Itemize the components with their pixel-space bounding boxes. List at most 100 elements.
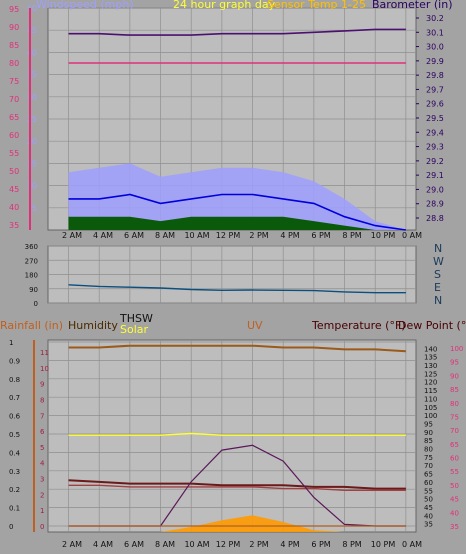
barometer-tick-label: 28.9 xyxy=(426,200,444,209)
dewpoint-tick-label: 80 xyxy=(450,400,459,408)
windspeed-tick-label: 35 xyxy=(27,71,37,80)
humidity-line xyxy=(68,344,406,353)
rainfall-tick-label: 0.3 xyxy=(9,468,20,476)
uv-tick-label: 4 xyxy=(40,460,45,468)
x-tick-label: 8 PM xyxy=(342,540,361,549)
sensor-temp-tick-label: 35 xyxy=(9,221,19,230)
direction-tick-label: 360 xyxy=(25,243,38,251)
temperature-tick-label: 120 xyxy=(424,379,437,387)
solar-line xyxy=(68,432,406,436)
uv-tick-label: 3 xyxy=(40,476,44,484)
dewpoint-tick-label: 95 xyxy=(450,359,459,367)
direction-tick-label: 90 xyxy=(29,286,38,294)
temperature-tick-label: 80 xyxy=(424,446,433,454)
temperature-tick-label: 85 xyxy=(424,437,433,445)
dewpoint-tick-label: 35 xyxy=(450,523,459,531)
barometer-tick-label: 29.0 xyxy=(426,185,444,194)
barometer-tick-label: 30.1 xyxy=(426,28,444,37)
series-area xyxy=(68,216,406,230)
barometer-tick-label: 30.0 xyxy=(426,43,444,52)
sensor-temp-tick-label: 95 xyxy=(9,5,19,14)
temperature-tick-label: 115 xyxy=(424,387,437,395)
temperature-axis-title: Temperature (°F) xyxy=(311,319,406,332)
axes: 5101520253035404550354045505560657075808… xyxy=(9,4,463,532)
rainfall-tick-label: 0.1 xyxy=(9,505,20,513)
x-tick-label: 6 PM xyxy=(311,231,330,240)
x-tick-label: 4 PM xyxy=(280,540,299,549)
barometer-axis-title: Barometer (in) xyxy=(372,0,453,11)
barometer-tick-label: 29.4 xyxy=(426,128,444,137)
x-tick-label: 8 AM xyxy=(155,540,175,549)
x-tick-label: 8 PM xyxy=(342,231,361,240)
compass-label: N xyxy=(434,294,442,307)
sensor-temp-tick-label: 40 xyxy=(9,203,19,212)
x-tick-label: 8 AM xyxy=(155,231,175,240)
sensor-temp-title: Sensor Temp 1-25 xyxy=(267,0,366,11)
uv-tick-label: 0 xyxy=(40,523,44,531)
sensor-temp-tick-label: 70 xyxy=(9,95,19,104)
windspeed-tick-label: 40 xyxy=(27,48,37,57)
temperature-tick-label: 90 xyxy=(424,429,433,437)
windspeed-axis-title: Windspeed (mph) xyxy=(36,0,134,11)
barometer-tick-label: 30.2 xyxy=(426,14,444,23)
x-tick-label: 4 AM xyxy=(93,540,113,549)
windspeed-tick-label: 15 xyxy=(27,159,37,168)
dewpoint-tick-label: 40 xyxy=(450,509,459,517)
compass-label: E xyxy=(434,281,441,294)
series-area xyxy=(68,163,406,230)
uv-tick-label: 6 xyxy=(40,428,45,436)
temperature-tick-label: 50 xyxy=(424,496,433,504)
temperature-tick-label: 95 xyxy=(424,420,433,428)
compass-label: S xyxy=(434,268,441,281)
uv-axis-title: UV xyxy=(247,319,263,332)
uv-tick-label: 2 xyxy=(40,491,44,499)
x-tick-label: 10 AM xyxy=(184,231,209,240)
x-tick-label: 2 AM xyxy=(62,231,82,240)
dewpoint-line xyxy=(68,484,406,491)
barometer-line xyxy=(68,28,406,36)
temperature-tick-label: 75 xyxy=(424,454,433,462)
x-tick-label: 6 AM xyxy=(124,231,144,240)
barometer-tick-label: 29.3 xyxy=(426,143,444,152)
uv-tick-label: 5 xyxy=(40,444,44,452)
barometer-tick-label: 29.9 xyxy=(426,57,444,66)
direction-tick-label: 0 xyxy=(34,300,38,308)
windspeed-tick-label: 20 xyxy=(27,137,37,146)
x-tick-label: 4 AM xyxy=(93,231,113,240)
uv-tick-label: 8 xyxy=(40,396,44,404)
windspeed-tick-label: 5 xyxy=(32,204,37,213)
temperature-tick-label: 105 xyxy=(424,404,437,412)
temperature-tick-label: 65 xyxy=(424,471,433,479)
temperature-tick-label: 35 xyxy=(424,521,433,529)
windspeed-tick-label: 25 xyxy=(27,115,37,124)
temperature-tick-label: 140 xyxy=(424,345,437,353)
compass-label: N xyxy=(434,242,442,255)
thsw-area xyxy=(68,515,406,532)
temperature-tick-label: 130 xyxy=(424,362,437,370)
x-tick-label: 2 AM xyxy=(62,540,82,549)
x-tick-label: 0 AM xyxy=(402,231,422,240)
sensor-temp-tick-label: 80 xyxy=(9,59,19,68)
solar-label: Solar xyxy=(120,323,149,336)
barometer-tick-label: 29.1 xyxy=(426,171,444,180)
barometer-tick-label: 28.8 xyxy=(426,214,444,223)
rainfall-tick-label: 0.9 xyxy=(9,357,20,365)
direction-tick-label: 270 xyxy=(25,257,38,265)
x-tick-label: 2 PM xyxy=(249,540,268,549)
barometer-tick-label: 29.2 xyxy=(426,157,444,166)
x-tick-label: 10 PM xyxy=(371,540,396,549)
barometer-tick-label: 29.5 xyxy=(426,114,444,123)
series xyxy=(68,28,407,532)
rainfall-tick-label: 0 xyxy=(9,523,13,531)
dewpoint-tick-label: 90 xyxy=(450,372,459,380)
temperature-tick-label: 40 xyxy=(424,512,433,520)
sensor-temp-tick-label: 60 xyxy=(9,131,19,140)
bottom-plot-area xyxy=(47,339,417,533)
uv-tick-label: 10 xyxy=(40,365,49,373)
uv-tick-label: 9 xyxy=(40,381,44,389)
uv-tick-label: 11 xyxy=(40,349,49,357)
dewpoint-tick-label: 100 xyxy=(450,345,463,353)
dewpoint-tick-label: 50 xyxy=(450,482,459,490)
x-tick-label: 2 PM xyxy=(249,231,268,240)
